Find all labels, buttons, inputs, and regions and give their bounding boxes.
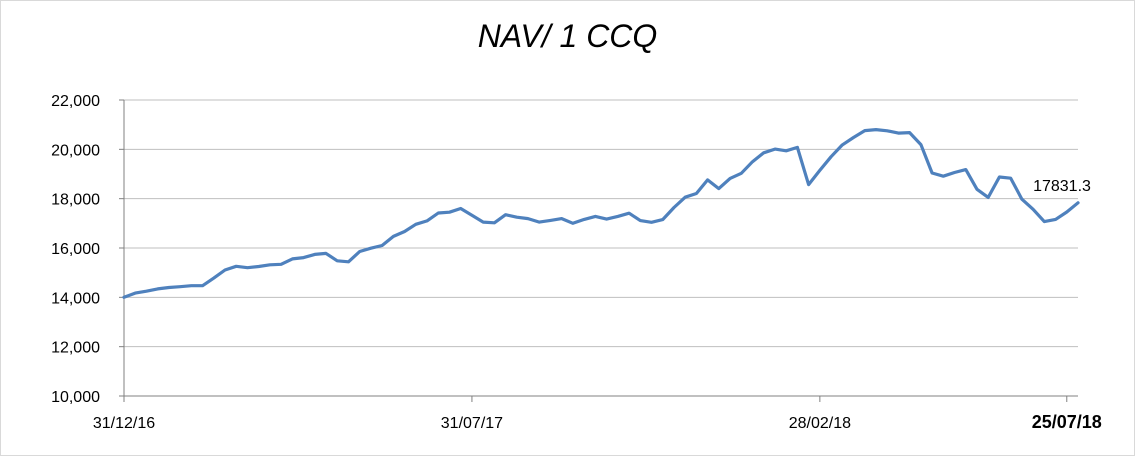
gridlines (124, 99, 1078, 348)
y-tick-labels: 10,000 12,000 14,000 16,000 18,000 20,000 22,0… (51, 93, 100, 406)
y-tick-label: 16,000 (51, 241, 100, 258)
x-tick-label: 28/02/18 (789, 415, 851, 432)
x-tick-label: 31/07/17 (441, 415, 503, 432)
x-tick-label: 25/07/18 (1032, 412, 1102, 432)
y-tick-label: 14,000 (51, 290, 100, 307)
y-tick-label: 12,000 (51, 340, 100, 357)
y-tick-label: 18,000 (51, 192, 100, 209)
nav-series-line (122, 128, 1080, 299)
x-tick-labels: 31/12/16 31/07/17 28/02/18 25/07/18 (93, 412, 1102, 432)
x-tick-label: 31/12/16 (93, 415, 155, 432)
chart-title: NAV/ 1 CCQ (477, 18, 658, 54)
y-tick-label: 10,000 (51, 389, 100, 406)
y-tick-label: 20,000 (51, 142, 100, 159)
y-tick-label: 22,000 (51, 93, 100, 110)
axes (119, 99, 1078, 402)
last-value-label: 17831.3 (1033, 178, 1091, 195)
